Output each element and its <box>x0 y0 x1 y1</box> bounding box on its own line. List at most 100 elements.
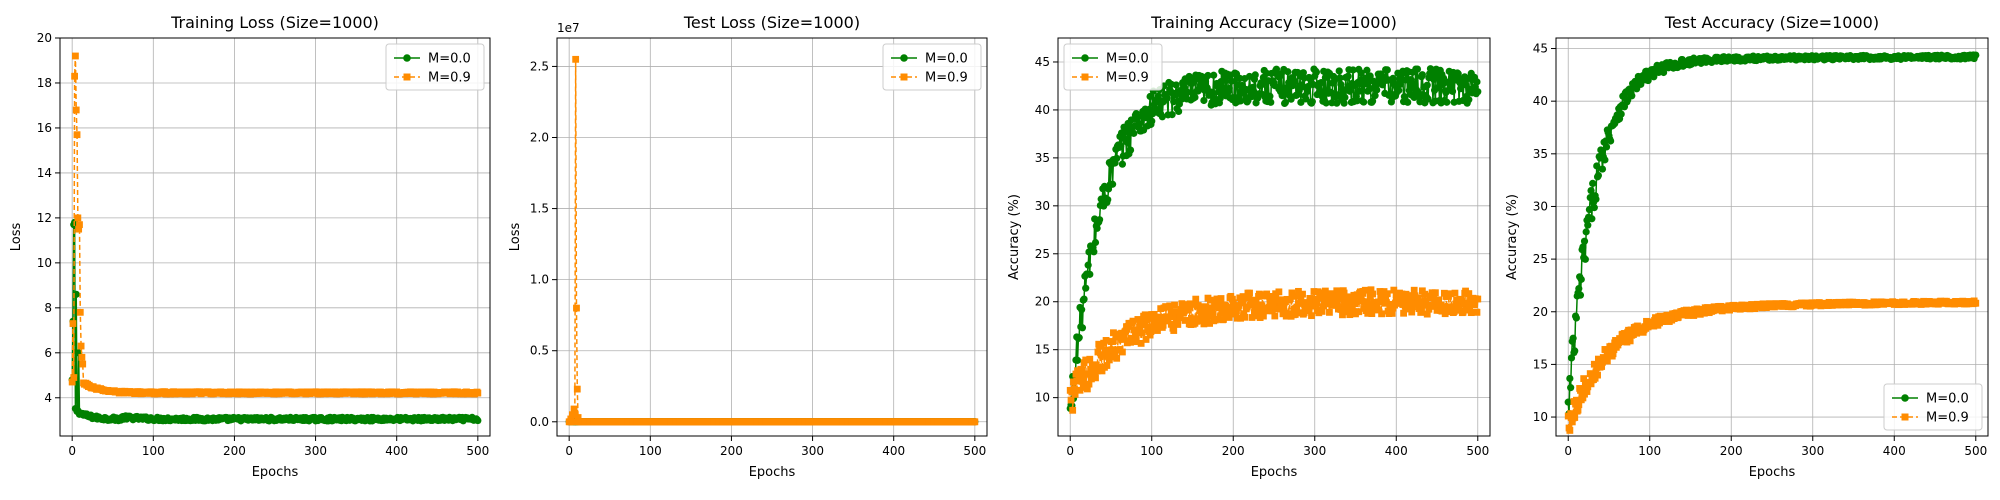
x-tick-label: 100 <box>639 444 662 458</box>
data-point <box>1423 310 1431 318</box>
data-point <box>1078 369 1086 377</box>
x-tick-label: 100 <box>1140 444 1163 458</box>
x-tick-label: 100 <box>142 444 165 458</box>
y-tick-label: 25 <box>1533 252 1548 266</box>
data-point <box>1400 93 1409 101</box>
data-point <box>1355 308 1363 316</box>
data-point <box>1078 324 1087 332</box>
chart-title: Training Loss (Size=1000) <box>170 13 379 32</box>
y-axis-label: Accuracy (%) <box>1007 194 1022 280</box>
data-point <box>1214 315 1222 323</box>
data-point <box>1580 375 1588 383</box>
legend-label: M=0.0 <box>428 52 471 67</box>
data-point <box>1093 224 1101 232</box>
axes-frame <box>1057 37 1491 437</box>
data-point <box>1338 295 1346 302</box>
data-point <box>69 320 77 327</box>
data-point <box>1083 385 1091 393</box>
data-point <box>1317 78 1325 87</box>
y-tick-label: 2.5 <box>530 59 549 73</box>
data-point <box>1349 66 1357 74</box>
data-point <box>1431 289 1439 297</box>
data-point <box>1374 306 1381 314</box>
data-point <box>1339 311 1346 319</box>
data-point <box>1408 308 1416 316</box>
data-point <box>1634 322 1641 330</box>
data-point <box>1321 287 1329 295</box>
data-point <box>1217 78 1225 86</box>
data-point <box>1474 88 1482 96</box>
data-point <box>1336 74 1344 82</box>
data-point <box>1388 310 1396 317</box>
data-point <box>1378 310 1385 318</box>
data-point <box>1154 327 1161 334</box>
y-tick-label: 40 <box>1035 103 1050 117</box>
y-tick-label: 45 <box>1035 55 1050 69</box>
data-point <box>1602 143 1611 151</box>
data-point <box>1168 111 1176 119</box>
data-point <box>1368 310 1376 318</box>
data-point <box>1435 296 1443 304</box>
data-point <box>1369 97 1377 105</box>
data-point <box>1425 305 1433 313</box>
data-point <box>1473 308 1481 316</box>
data-point <box>1095 216 1104 224</box>
data-point <box>1598 165 1607 173</box>
data-point <box>1127 338 1134 346</box>
data-point <box>1123 138 1131 147</box>
data-point <box>1366 72 1374 80</box>
data-point <box>1411 80 1419 88</box>
data-point <box>1106 352 1114 360</box>
data-point <box>1166 302 1174 310</box>
data-point <box>1417 309 1425 316</box>
data-point <box>1117 142 1125 150</box>
data-point <box>1310 288 1318 295</box>
data-point <box>1272 65 1281 73</box>
data-point <box>574 414 582 421</box>
data-point <box>75 225 83 233</box>
data-point <box>1251 303 1259 310</box>
data-point <box>1113 354 1121 362</box>
data-point <box>1466 303 1474 311</box>
data-point <box>1219 84 1227 92</box>
data-point <box>1294 309 1302 317</box>
data-point <box>72 52 79 60</box>
series-m-0-9 <box>68 52 482 398</box>
data-point <box>1592 195 1600 203</box>
data-point <box>1084 370 1092 378</box>
data-point <box>1200 96 1208 105</box>
data-point <box>1305 307 1313 315</box>
data-point <box>1158 113 1166 121</box>
data-point <box>1175 107 1183 116</box>
y-tick-label: 35 <box>1035 151 1050 165</box>
data-point <box>474 389 482 397</box>
series-m-0-0 <box>68 218 482 425</box>
data-point <box>1383 66 1391 74</box>
legend-label: M=0.9 <box>1926 411 1969 426</box>
data-point <box>1206 320 1214 327</box>
data-point <box>1126 146 1135 154</box>
x-tick-label: 0 <box>68 444 76 458</box>
data-point <box>571 409 579 417</box>
data-point <box>1171 301 1178 309</box>
y-tick-label: 45 <box>1533 42 1548 56</box>
data-point <box>1287 95 1295 103</box>
data-point <box>1601 156 1609 164</box>
data-point <box>1566 374 1574 383</box>
data-point <box>1174 321 1182 328</box>
data-point <box>1147 328 1155 336</box>
legend-marker <box>403 54 411 62</box>
data-point <box>76 308 84 316</box>
data-point <box>1328 297 1336 305</box>
x-tick-label: 200 <box>223 444 246 458</box>
data-point <box>1579 394 1587 402</box>
data-point <box>1122 128 1130 136</box>
y-tick-label: 40 <box>1533 94 1548 108</box>
data-point <box>1098 367 1106 375</box>
y-tick-label: 0.5 <box>530 344 549 358</box>
data-point <box>1448 87 1457 95</box>
data-point <box>1201 303 1209 311</box>
data-point <box>1341 93 1349 101</box>
data-point <box>1135 120 1144 128</box>
data-point <box>1153 321 1161 329</box>
